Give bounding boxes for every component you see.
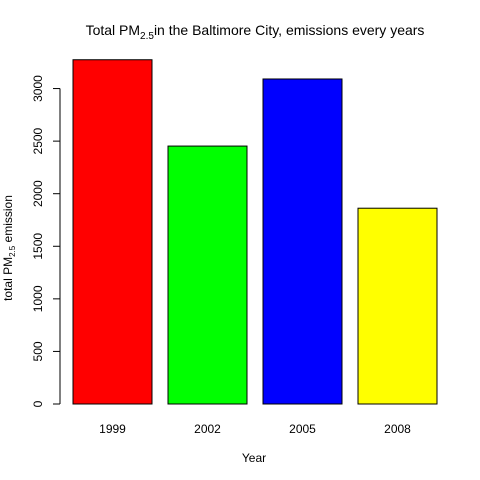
y-tick-label: 500 bbox=[31, 341, 45, 361]
x-tick-label: 2002 bbox=[194, 422, 221, 436]
y-axis-label: total PM2.5 emission bbox=[1, 195, 17, 301]
x-tick-label: 2008 bbox=[384, 422, 411, 436]
y-tick-label: 1000 bbox=[31, 285, 45, 312]
bar-1999 bbox=[72, 59, 153, 405]
y-axis: 0 500 1000 1500 2000 2500 3000 bbox=[31, 75, 61, 407]
x-tick-labels: 1999 2002 2005 2008 bbox=[99, 422, 411, 436]
y-tick-label: 2500 bbox=[31, 127, 45, 154]
y-tick-label: 3000 bbox=[31, 75, 45, 102]
x-tick-label: 2005 bbox=[289, 422, 316, 436]
y-tick-label: 1500 bbox=[31, 233, 45, 260]
x-axis-label: Year bbox=[242, 451, 266, 465]
x-tick-label: 1999 bbox=[99, 422, 126, 436]
y-tick-label: 2000 bbox=[31, 180, 45, 207]
chart-title: Total PM2.5in the Baltimore City, emissi… bbox=[86, 22, 425, 42]
bar-2005 bbox=[262, 78, 343, 405]
bar-2002 bbox=[167, 145, 248, 405]
y-tick-label: 0 bbox=[31, 400, 45, 407]
bar-2008 bbox=[357, 207, 438, 405]
bars-group bbox=[72, 59, 438, 405]
